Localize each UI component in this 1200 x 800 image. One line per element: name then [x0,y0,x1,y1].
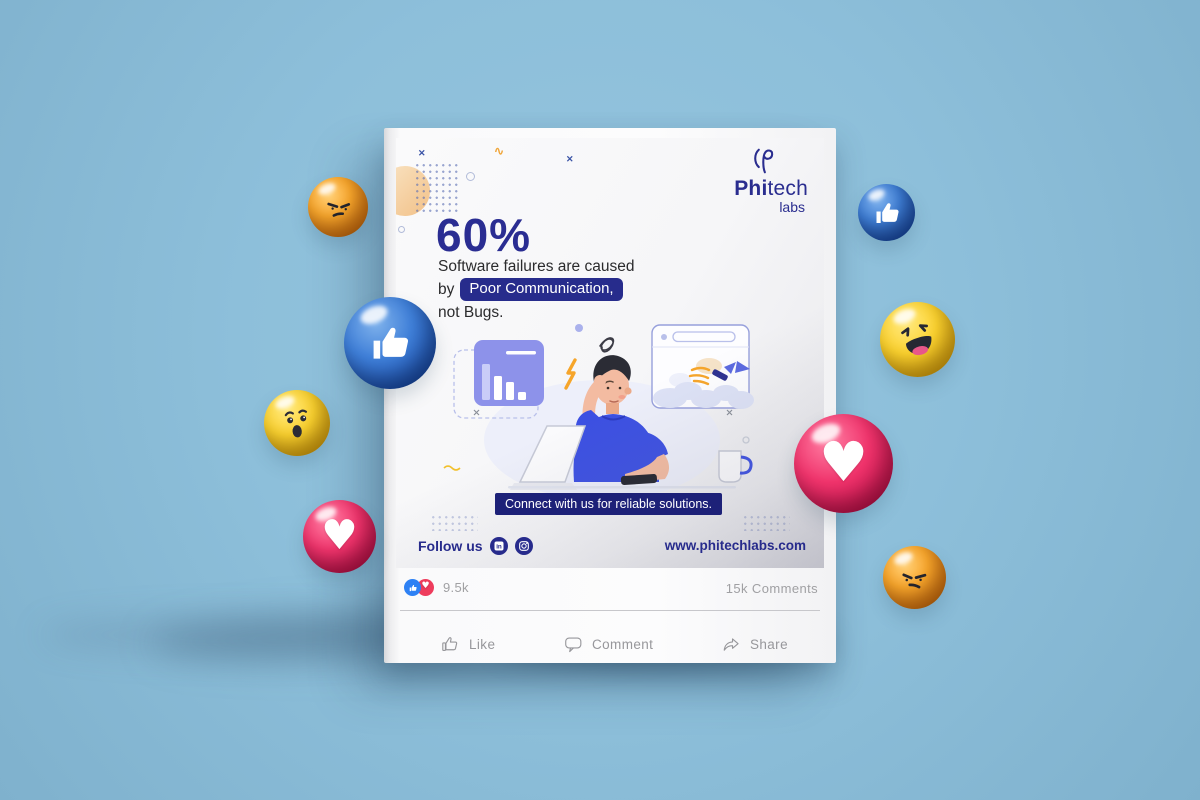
share-button[interactable]: Share [721,635,788,654]
cta-banner: Connect with us for reliable solutions. [495,493,722,515]
x-mark-decor: ✕ [418,148,426,158]
like-label: Like [469,636,496,652]
linkedin-icon[interactable]: in [489,537,508,555]
copy-line-3: not Bugs. [438,304,504,321]
angry-face-icon [327,202,351,217]
heart-glyph: ♥ [421,580,430,591]
heart-reaction-icon: ♥ [417,579,434,596]
share-label: Share [749,636,788,652]
stressed-developer-illustration [443,324,754,502]
stat-headline: 60% [436,209,532,261]
comment-label: Comment [592,636,654,652]
ring-decor [398,226,405,233]
dot-grid-bottom-left [430,514,478,531]
share-arrow-icon [723,637,739,651]
brand-sub: labs [779,199,805,215]
copy-line-1: Software failures are caused [438,258,635,275]
copy-line-2: by Poor Communication, [438,278,623,301]
reaction-ball-heart-left: ♥ [303,500,376,573]
action-bar: Like Comment Share [384,623,836,665]
x-mark-decor: ✕ [566,154,574,164]
speech-bubble-icon [565,636,582,652]
wow-face-icon [284,409,308,438]
thumbs-up-reaction-icon [404,579,421,596]
comment-button[interactable]: Comment [563,635,653,654]
reactions-summary: ♥ 9.5k [404,579,469,596]
follow-us-row: Follow us in [418,537,533,555]
reaction-ball-thumbs-up-left [344,297,436,389]
squiggle-decor: ∿ [494,144,504,158]
social-post-card: ✕ ∿ ✕ Phitech labs 60% Software failures… [384,128,836,663]
reaction-ball-thumbs-up-right [858,184,915,241]
brand-name: Phitech [678,177,808,200]
divider [400,610,820,611]
reaction-ball-heart-right: ♥ [794,414,893,513]
thumbs-up-icon [876,202,899,223]
copy-line-2-prefix: by [438,280,455,298]
reaction-ball-angry-top-left [308,177,368,237]
like-button[interactable]: Like [440,634,495,655]
comments-count[interactable]: 15k Comments [725,581,818,596]
reaction-ball-haha-right [880,302,955,377]
heart-icon: ♥ [321,510,358,559]
reactions-count: 9.5k [443,580,469,595]
thumb-outline-icon [442,636,458,651]
thumbs-up-icon [373,327,409,359]
dot-grid-top-left [414,162,460,214]
dot-grid-bottom-right [742,514,790,531]
reaction-ball-angry-bottom-right [883,546,946,609]
highlight-pill: Poor Communication, [460,278,623,301]
instagram-icon[interactable] [514,537,533,555]
reaction-ball-wow-left [264,390,330,456]
phitech-logo-icon [754,148,774,174]
ring-decor [466,172,475,181]
angry-face-icon [901,572,926,588]
brand-logo: Phitech labs [678,148,808,214]
laughing-face-icon [900,323,931,355]
brand-name-light: tech [767,177,808,200]
brand-name-bold: Phi [734,177,768,200]
linkedin-glyph: in [496,544,502,551]
website-link[interactable]: www.phitechlabs.com [664,538,806,553]
heart-icon: ♥ [818,429,869,494]
follow-us-label: Follow us [418,538,483,554]
poster-artwork: ✕ ∿ ✕ Phitech labs 60% Software failures… [396,138,824,568]
